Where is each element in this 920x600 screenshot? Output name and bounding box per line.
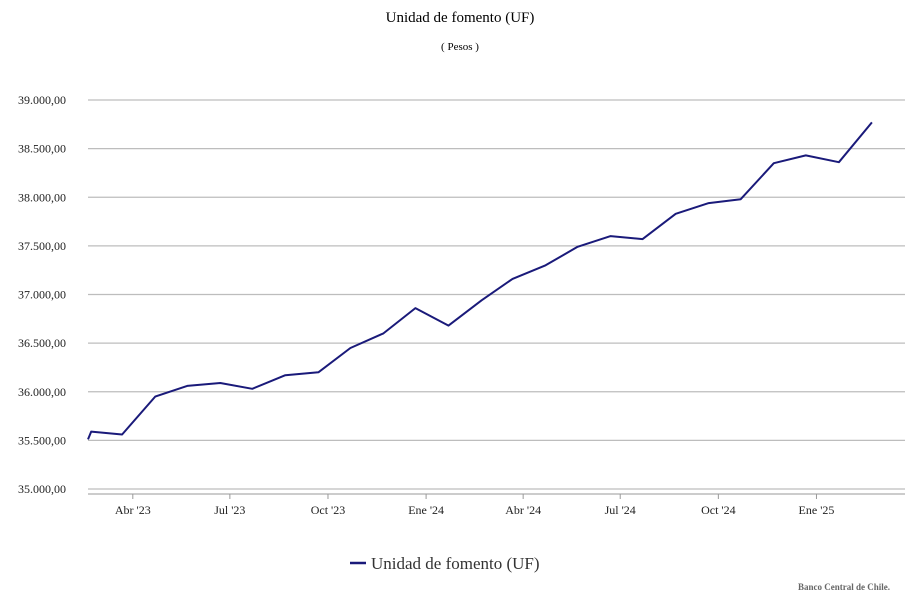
data-point[interactable]: [282, 372, 288, 378]
x-tick-label: Oct '23: [311, 503, 346, 517]
data-point[interactable]: [347, 345, 353, 351]
data-point[interactable]: [640, 236, 646, 242]
y-tick-label: 38.000,00: [18, 190, 66, 204]
x-axis-ticks: Abr '23 Jul '23 Oct '23 Ene '24 Abr '24 Jul '…: [115, 494, 835, 517]
data-point[interactable]: [706, 200, 712, 206]
data-point[interactable]: [803, 152, 809, 158]
data-point[interactable]: [85, 436, 91, 442]
x-tick-label: Abr '24: [505, 503, 541, 517]
data-point[interactable]: [543, 262, 549, 268]
y-tick-label: 36.500,00: [18, 336, 66, 350]
data-point[interactable]: [771, 160, 777, 166]
data-point[interactable]: [249, 386, 255, 392]
data-point[interactable]: [152, 394, 158, 400]
y-tick-label: 38.500,00: [18, 142, 66, 156]
x-tick-label: Jul '23: [214, 503, 245, 517]
x-tick-label: Abr '23: [115, 503, 151, 517]
data-point[interactable]: [509, 276, 515, 282]
chart-subtitle: ( Pesos ): [441, 41, 479, 53]
y-tick-label: 37.500,00: [18, 239, 66, 253]
series-group: [85, 119, 875, 442]
chart-title: Unidad de fomento (UF): [386, 10, 535, 26]
x-tick-label: Oct '24: [701, 503, 736, 517]
x-tick-label: Jul '24: [605, 503, 636, 517]
data-point[interactable]: [869, 119, 875, 125]
data-point[interactable]: [836, 159, 842, 165]
data-point[interactable]: [184, 383, 190, 389]
data-point[interactable]: [673, 211, 679, 217]
legend[interactable]: Unidad de fomento (UF): [350, 554, 540, 573]
data-point[interactable]: [575, 244, 581, 250]
y-tick-label: 36.000,00: [18, 385, 66, 399]
data-point[interactable]: [412, 305, 418, 311]
data-point[interactable]: [217, 380, 223, 386]
data-point[interactable]: [738, 196, 744, 202]
y-tick-label: 35.000,00: [18, 482, 66, 496]
x-tick-label: Ene '25: [799, 503, 835, 517]
data-point[interactable]: [119, 432, 125, 438]
data-point[interactable]: [88, 429, 94, 435]
data-point[interactable]: [380, 330, 386, 336]
series-line[interactable]: [87, 121, 873, 440]
legend-label[interactable]: Unidad de fomento (UF): [371, 554, 540, 573]
data-point[interactable]: [479, 297, 485, 303]
x-tick-label: Ene '24: [408, 503, 444, 517]
data-point[interactable]: [446, 323, 452, 329]
source-credit: Banco Central de Chile.: [798, 582, 890, 592]
y-tick-label: 37.000,00: [18, 288, 66, 302]
data-point[interactable]: [315, 369, 321, 375]
gridlines: [88, 99, 905, 490]
y-tick-label: 35.500,00: [18, 433, 66, 447]
data-point[interactable]: [608, 233, 614, 239]
y-axis-ticks: 35.000,00 35.500,00 36.000,00 36.500,00 37.0…: [18, 93, 66, 496]
y-tick-label: 39.000,00: [18, 93, 66, 107]
